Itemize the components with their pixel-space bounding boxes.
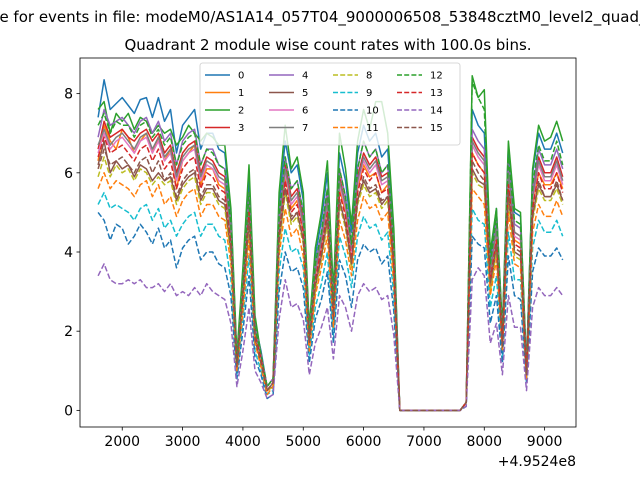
legend-label-11: 11 bbox=[366, 123, 379, 134]
legend-label-4: 4 bbox=[302, 71, 308, 82]
y-tick-label: 6 bbox=[64, 166, 73, 182]
chart-title: Quadrant 2 module wise count rates with … bbox=[124, 36, 531, 54]
series-line-14 bbox=[97, 263, 564, 412]
y-tick-label: 4 bbox=[64, 245, 73, 261]
figure-suptitle: Light curve for events in file: modeM0/A… bbox=[0, 8, 640, 27]
y-tick-label: 8 bbox=[64, 87, 73, 103]
legend-label-7: 7 bbox=[302, 123, 308, 134]
x-tick-label: 8000 bbox=[466, 434, 502, 450]
legend-label-14: 14 bbox=[430, 106, 443, 117]
series-line-12 bbox=[97, 81, 564, 412]
x-tick-label: 4000 bbox=[225, 434, 261, 450]
legend-label-1: 1 bbox=[238, 88, 244, 99]
x-tick-label: 9000 bbox=[527, 434, 563, 450]
legend-label-9: 9 bbox=[366, 88, 372, 99]
legend-label-10: 10 bbox=[366, 106, 379, 117]
legend-label-15: 15 bbox=[430, 123, 443, 134]
legend-label-0: 0 bbox=[238, 71, 244, 82]
legend-label-12: 12 bbox=[430, 71, 443, 82]
x-tick-label: 7000 bbox=[406, 434, 442, 450]
y-tick-label: 2 bbox=[64, 324, 73, 340]
legend-label-3: 3 bbox=[238, 123, 244, 134]
legend-label-6: 6 bbox=[302, 106, 308, 117]
axis-ticks: 2000 3000 4000 5000 6000 7000 8000 9000 0 2 4 6 8 bbox=[64, 87, 562, 450]
series-line-10 bbox=[97, 211, 564, 412]
x-tick-label: 5000 bbox=[285, 434, 321, 450]
series-line-9 bbox=[97, 191, 564, 412]
series-line-11 bbox=[97, 172, 564, 412]
x-tick-label: 2000 bbox=[104, 434, 140, 450]
legend-label-2: 2 bbox=[238, 106, 244, 117]
legend-label-5: 5 bbox=[302, 88, 308, 99]
y-tick-label: 0 bbox=[64, 403, 73, 419]
legend-frame bbox=[199, 62, 461, 146]
series-line-15 bbox=[97, 148, 564, 412]
series-group bbox=[97, 75, 564, 412]
legend-label-8: 8 bbox=[366, 71, 372, 82]
x-tick-label: 3000 bbox=[165, 434, 201, 450]
x-axis-offset-label: +4.9524e8 bbox=[498, 454, 576, 470]
legend-label-13: 13 bbox=[430, 88, 443, 99]
plot-frame bbox=[79, 57, 577, 428]
x-tick-label: 6000 bbox=[346, 434, 382, 450]
